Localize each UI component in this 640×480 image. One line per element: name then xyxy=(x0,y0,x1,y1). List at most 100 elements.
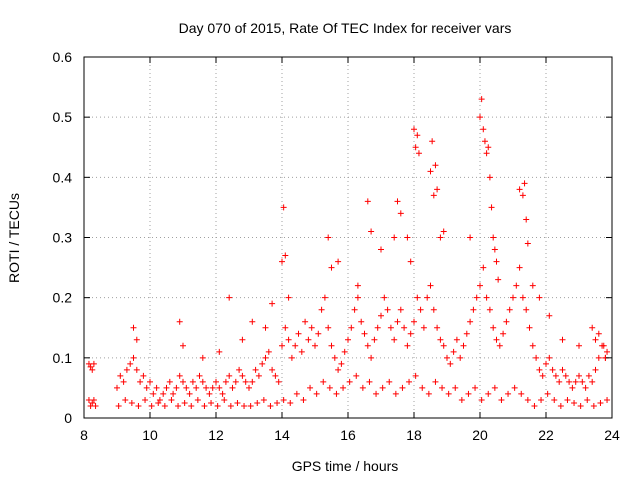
data-point xyxy=(298,348,305,355)
data-point xyxy=(229,384,236,391)
x-axis-label: GPS time / hours xyxy=(292,458,399,474)
data-point xyxy=(430,306,437,313)
data-point xyxy=(90,396,97,403)
data-point xyxy=(216,384,223,391)
data-point xyxy=(399,384,406,391)
data-point xyxy=(485,390,492,397)
data-point xyxy=(524,240,531,247)
data-point xyxy=(180,378,186,385)
data-point xyxy=(354,294,361,301)
data-point xyxy=(536,366,543,373)
data-point xyxy=(444,354,450,361)
data-point xyxy=(478,96,485,103)
data-point xyxy=(208,399,215,406)
data-point xyxy=(374,324,381,331)
data-point xyxy=(485,144,492,151)
data-point xyxy=(378,246,384,253)
x-tick-label: 22 xyxy=(538,427,554,443)
data-points xyxy=(85,96,611,409)
data-point xyxy=(391,336,398,343)
data-point xyxy=(584,396,591,403)
data-point xyxy=(523,216,530,223)
data-point xyxy=(546,354,553,361)
data-point xyxy=(411,126,417,133)
data-point xyxy=(430,192,437,199)
data-point xyxy=(496,342,503,349)
data-point xyxy=(274,399,281,406)
data-point xyxy=(481,138,488,145)
data-point xyxy=(490,324,497,331)
data-point xyxy=(604,396,611,403)
data-point xyxy=(325,234,332,241)
data-point xyxy=(292,342,299,349)
data-point xyxy=(506,306,513,313)
data-point xyxy=(219,390,226,397)
data-point xyxy=(529,342,536,349)
data-point xyxy=(429,138,436,145)
data-point xyxy=(394,318,401,325)
data-point xyxy=(335,258,342,265)
data-point xyxy=(556,378,563,385)
data-point xyxy=(571,399,578,406)
data-point xyxy=(196,372,203,379)
data-point xyxy=(394,198,401,205)
data-point xyxy=(470,306,477,313)
axis-ticks: 8 10 12 14 16 18 20 22 24 0 0.1 0.2 0.3 0.4 0.5 0.6 xyxy=(53,49,620,443)
data-point xyxy=(480,264,487,271)
data-point xyxy=(213,378,219,385)
data-point xyxy=(576,372,582,379)
data-point xyxy=(282,324,289,331)
x-tick-label: 16 xyxy=(340,427,356,443)
data-point xyxy=(495,276,502,283)
data-point xyxy=(483,294,490,301)
data-point xyxy=(293,390,300,397)
data-point xyxy=(491,246,498,253)
data-point xyxy=(392,390,399,397)
chart-title: Day 070 of 2015, Rate Of TEC Index for r… xyxy=(179,20,512,36)
data-point xyxy=(595,354,602,361)
data-point xyxy=(592,366,599,373)
data-point xyxy=(467,318,474,325)
data-point xyxy=(170,390,177,397)
data-point xyxy=(199,378,206,385)
data-point xyxy=(321,294,328,301)
data-point xyxy=(412,372,419,379)
data-point xyxy=(510,294,516,301)
data-point xyxy=(133,336,140,343)
data-point xyxy=(415,150,422,157)
data-point xyxy=(130,354,137,361)
data-point xyxy=(186,390,193,397)
x-tick-label: 10 xyxy=(142,427,158,443)
data-point xyxy=(434,324,441,331)
data-point xyxy=(346,378,353,385)
data-point xyxy=(254,399,261,406)
data-point xyxy=(595,330,602,337)
data-point xyxy=(130,324,137,331)
data-point xyxy=(566,378,573,385)
data-point xyxy=(326,384,333,391)
data-point xyxy=(348,324,355,331)
data-point xyxy=(89,366,96,373)
data-point xyxy=(539,372,546,379)
data-point xyxy=(255,372,262,379)
data-point xyxy=(488,204,495,211)
data-point xyxy=(308,324,315,331)
data-point xyxy=(445,390,452,397)
data-point xyxy=(133,366,140,373)
data-point xyxy=(490,234,497,241)
data-point xyxy=(592,336,599,343)
data-point xyxy=(378,312,384,319)
data-point xyxy=(120,378,127,385)
data-point xyxy=(364,198,371,205)
data-point xyxy=(397,210,404,217)
data-point xyxy=(569,384,576,391)
data-point xyxy=(180,342,186,349)
data-point xyxy=(576,342,582,349)
data-point xyxy=(312,342,318,349)
data-point xyxy=(300,396,307,403)
data-point xyxy=(483,150,490,157)
data-point xyxy=(269,300,276,307)
data-point xyxy=(269,366,276,373)
data-point xyxy=(148,402,155,409)
data-point xyxy=(491,384,498,391)
